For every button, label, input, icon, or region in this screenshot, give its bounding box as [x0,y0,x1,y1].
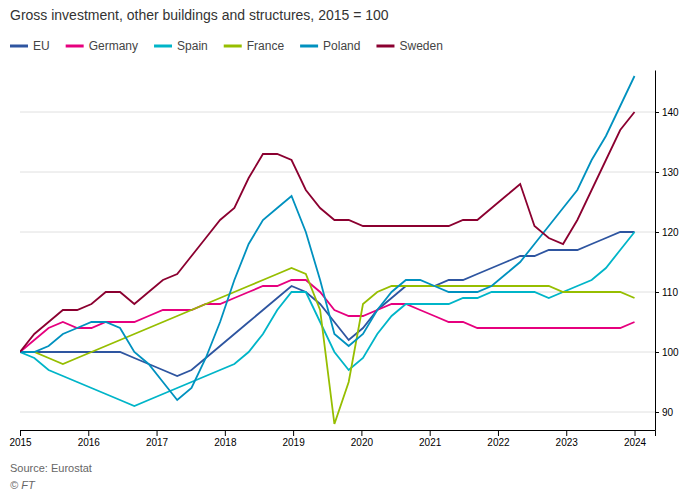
x-tick-mark [635,430,636,436]
x-tick: 2017 [146,430,169,448]
x-tick: 2024 [624,430,647,448]
series-line [20,280,635,352]
x-tick: 2020 [351,430,374,448]
grid [20,112,655,412]
y-tick: 140 [655,107,679,118]
y-axis-line [655,71,656,431]
x-tick-mark [361,430,362,436]
legend-item: Germany [66,39,138,53]
source: Source: Eurostat [10,462,92,474]
x-axis: 2015 2016 2017 2018 2019 2020 2021 2022 2023 2024 [9,430,655,448]
x-tick-mark [157,430,158,436]
legend-label: Spain [177,39,208,53]
x-tick-label: 2016 [78,437,101,448]
legend-label: EU [33,39,50,53]
watermark: © FT [10,479,36,491]
legend-swatch [154,45,172,48]
x-tick-mark [566,430,567,436]
y-tick-mark [655,112,659,113]
x-tick: 2022 [487,430,510,448]
x-tick-mark [88,430,89,436]
y-tick-label: 100 [662,347,679,358]
x-tick-mark [498,430,499,436]
y-tick-label: 140 [662,107,679,118]
chart: Gross investment, other buildings and st… [0,0,700,500]
x-tick-label: 2022 [487,437,510,448]
x-tick-label: 2019 [282,437,305,448]
legend-item: Poland [300,39,360,53]
x-tick: 2021 [419,430,442,448]
plot-area: 2015 2016 2017 2018 2019 2020 2021 2022 2023 2024… [9,71,679,449]
y-tick: 110 [655,287,678,298]
y-tick-mark [655,172,659,173]
legend-swatch [300,45,318,48]
grid-line [20,232,655,233]
legend-swatch [10,45,28,48]
y-tick: 90 [655,407,674,418]
y-tick-label: 120 [662,227,679,238]
y-tick-mark [655,292,659,293]
legend-swatch [66,45,84,48]
x-tick-label: 2015 [9,437,32,448]
y-tick: 130 [655,167,679,178]
x-tick: 2019 [282,430,305,448]
x-tick: 2018 [214,430,237,448]
y-tick-label: 130 [662,167,679,178]
x-tick-mark [293,430,294,436]
x-tick-mark [430,430,431,436]
x-tick-mark [225,430,226,436]
legend-item: France [224,39,285,53]
legend-item: EU [10,39,50,53]
y-tick-label: 90 [662,407,674,418]
legend-swatch [224,45,242,48]
series-lines [20,76,635,424]
legend-label: Germany [89,39,138,53]
legend-swatch [376,45,394,48]
y-tick-mark [655,352,659,353]
grid-line [20,172,655,173]
series-line [20,76,635,400]
legend: EU Germany Spain France Poland Sweden [10,39,443,53]
x-tick-label: 2024 [624,437,647,448]
legend-label: France [247,39,285,53]
y-tick-mark [655,232,659,233]
x-tick-label: 2018 [214,437,237,448]
legend-label: Sweden [399,39,442,53]
y-tick: 100 [655,347,679,358]
x-tick-label: 2021 [419,437,442,448]
y-axis: 90 100 110 120 130 140 [655,71,679,431]
x-axis-line [21,431,656,437]
x-tick-label: 2017 [146,437,169,448]
y-tick: 120 [655,227,679,238]
grid-line [20,112,655,113]
x-tick: 2016 [78,430,101,448]
y-tick-label: 110 [662,287,678,298]
title: Gross investment, other buildings and st… [10,7,389,23]
legend-item: Spain [154,39,208,53]
x-tick: 2015 [9,430,32,448]
x-tick-label: 2023 [556,437,579,448]
y-tick-mark [655,412,659,413]
legend-item: Sweden [376,39,442,53]
legend-label: Poland [323,39,360,53]
x-tick: 2023 [556,430,579,448]
series-line [20,232,635,406]
series-line [20,112,635,352]
x-tick-mark [20,430,21,436]
x-tick-label: 2020 [351,437,374,448]
